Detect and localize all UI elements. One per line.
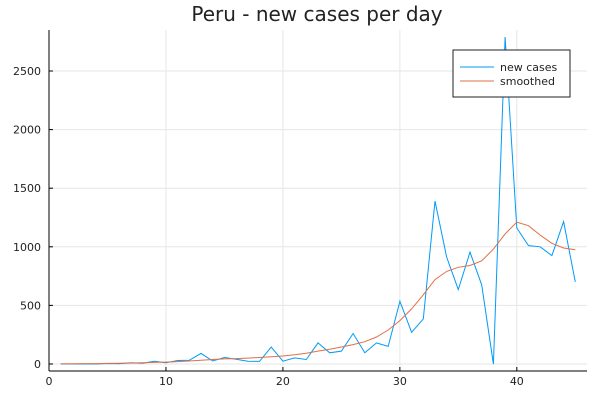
y-tick-label: 1500 (13, 182, 41, 195)
x-tick-label: 0 (46, 375, 53, 388)
y-tick-label: 0 (34, 358, 41, 371)
x-tick-label: 20 (276, 375, 290, 388)
chart-title: Peru - new cases per day (191, 2, 442, 26)
legend: new cases smoothed (452, 49, 571, 98)
x-tick-label: 30 (393, 375, 407, 388)
legend-label-smoothed: smoothed (500, 75, 555, 88)
series-line-smoothed (60, 221, 576, 365)
y-tick-label: 2500 (13, 65, 41, 78)
y-tick-label: 1000 (13, 241, 41, 254)
y-tick-labels: 0 500 1000 1500 2000 2500 (13, 65, 53, 371)
legend-label-new-cases: new cases (500, 61, 558, 74)
x-tick-label: 40 (510, 375, 524, 388)
legend-box (452, 49, 571, 98)
y-tick-label: 500 (20, 299, 41, 312)
series (60, 36, 576, 365)
x-tick-labels: 0 10 20 30 40 (46, 367, 524, 388)
axes (48, 30, 587, 372)
y-tick-label: 2000 (13, 124, 41, 137)
x-tick-label: 10 (159, 375, 173, 388)
